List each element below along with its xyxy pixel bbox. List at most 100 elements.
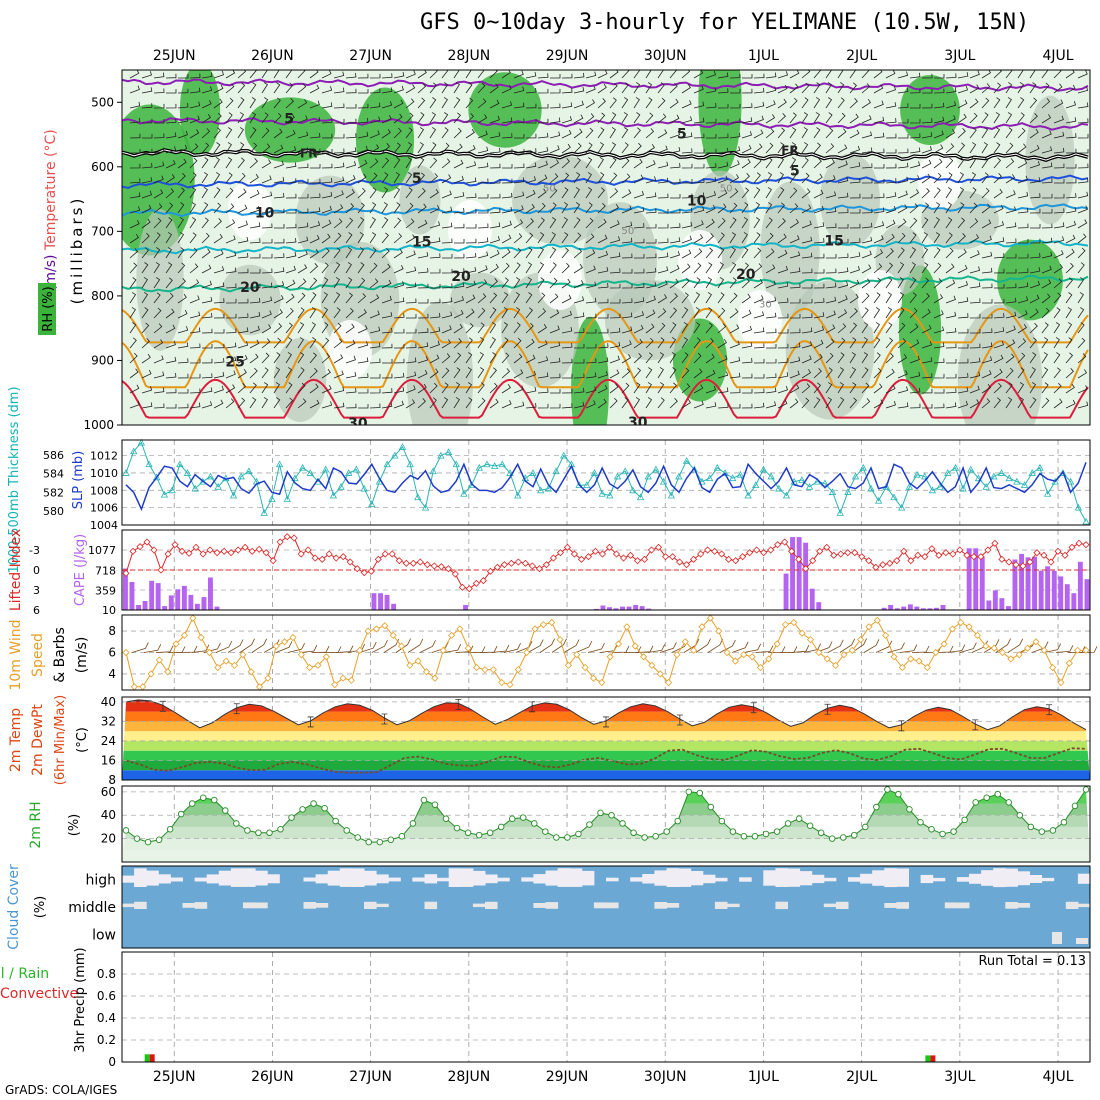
wind-barb: [417, 267, 429, 274]
cape-bar: [168, 595, 174, 610]
wind-barb: [789, 112, 797, 124]
temp-minmax-bar: [972, 719, 979, 731]
wind-barb: [429, 157, 438, 169]
wind-barb: [370, 374, 381, 379]
wind-barb: [609, 369, 620, 379]
cloud-level-label: middle: [68, 900, 116, 916]
li-line-marker: [704, 546, 712, 554]
wind-barb: [993, 368, 1003, 379]
wind-barb: [946, 359, 957, 364]
slp-line-marker: [1005, 474, 1013, 482]
wind-barb: [1053, 83, 1063, 94]
wind-barb: [309, 221, 321, 229]
slp-line-marker: [168, 486, 176, 494]
wind-barb: [1041, 82, 1050, 94]
rh2m-line-marker: [1016, 811, 1024, 819]
wind-barb: [933, 187, 941, 199]
wind-barb: [825, 268, 837, 274]
wind-barb: [393, 281, 405, 289]
wind-barb: [405, 282, 417, 289]
wind-barb: [333, 71, 345, 79]
wind-barb: [237, 112, 245, 124]
wind-barb: [213, 84, 224, 94]
wind-barb: [1005, 174, 1016, 184]
wind-barb: [933, 130, 944, 139]
wind-barb: [153, 403, 165, 409]
wind-barb: [1017, 159, 1028, 169]
slp-line-marker: [460, 489, 468, 497]
wind-barb: [345, 403, 357, 409]
wind-barb: [345, 118, 357, 124]
rh2m-ylabel-a-text: 2m RH: [28, 801, 44, 848]
wind-barb: [1005, 206, 1017, 214]
cape-bar: [208, 577, 213, 610]
cloud-high-cell: [351, 868, 365, 887]
wind-barb: [645, 70, 652, 79]
wind-barb: [646, 239, 657, 244]
li-line-marker: [570, 550, 579, 558]
li-line-marker: [549, 554, 558, 562]
slp-line-marker: [537, 486, 545, 494]
cape-bar: [999, 598, 1005, 610]
wind-barb: [657, 308, 667, 319]
wind-barb: [405, 250, 416, 259]
wind-barb: [525, 322, 534, 334]
li-line-marker: [781, 538, 789, 546]
wind-barb: [357, 325, 368, 334]
li-line-marker: [381, 550, 389, 558]
wind-barb: [273, 128, 283, 139]
wind-barb: [321, 177, 333, 184]
rh2m-line-marker: [277, 826, 284, 833]
wind-barb: [825, 310, 836, 319]
wind-barb: [141, 369, 152, 379]
wind-barb: [225, 127, 233, 139]
wind10m-barb: [227, 639, 244, 653]
wind-barb: [333, 402, 345, 409]
wind-barb: [885, 233, 895, 244]
wind-barb: [453, 296, 465, 304]
wind-barb: [609, 172, 618, 184]
wind-barb: [381, 73, 393, 79]
slp-line-marker: [260, 509, 268, 516]
wind-barb: [933, 310, 944, 319]
wind-barb: [369, 232, 377, 244]
wind-barb: [693, 352, 702, 364]
wind-barb: [297, 337, 304, 349]
wind-barb: [465, 308, 475, 319]
cloud-middle-cell: [485, 901, 498, 909]
wind-barb: [681, 352, 689, 364]
wind-barb: [645, 97, 653, 109]
wind10m-barb: [143, 644, 162, 653]
wind-barb: [981, 157, 989, 169]
wind-barb: [549, 357, 561, 364]
wind-barb: [1053, 193, 1065, 199]
slp-line-marker: [298, 463, 307, 471]
temp-minmax-bar: [381, 713, 388, 725]
wind-barb: [465, 70, 472, 79]
slp-line-marker: [828, 488, 837, 495]
wind-barb: [129, 206, 141, 214]
wind-barb: [597, 83, 607, 94]
wind-barb: [537, 160, 548, 169]
wind-barb: [465, 352, 473, 364]
wind-barb: [358, 89, 369, 94]
wind-barb: [201, 358, 213, 364]
wind-barb: [633, 268, 645, 274]
wind-barb: [441, 158, 451, 169]
wind-barb: [957, 358, 969, 364]
wind-barb: [982, 299, 993, 304]
wind10m-line-marker: [948, 625, 957, 633]
li-line-marker: [661, 553, 670, 561]
wind10m-barb: [995, 638, 1011, 653]
wind-barb: [261, 268, 273, 274]
wind-barb: [489, 222, 501, 229]
wind-barb: [585, 85, 596, 94]
wind10m-tick-label: 8: [108, 624, 116, 638]
wind-barb: [429, 205, 440, 214]
wind-barb: [705, 163, 717, 169]
wind-barb: [250, 269, 261, 274]
wind-barb: [993, 127, 1001, 139]
wind-barb: [681, 163, 693, 169]
li-line-marker: [633, 557, 642, 565]
wind-barb: [537, 146, 549, 154]
